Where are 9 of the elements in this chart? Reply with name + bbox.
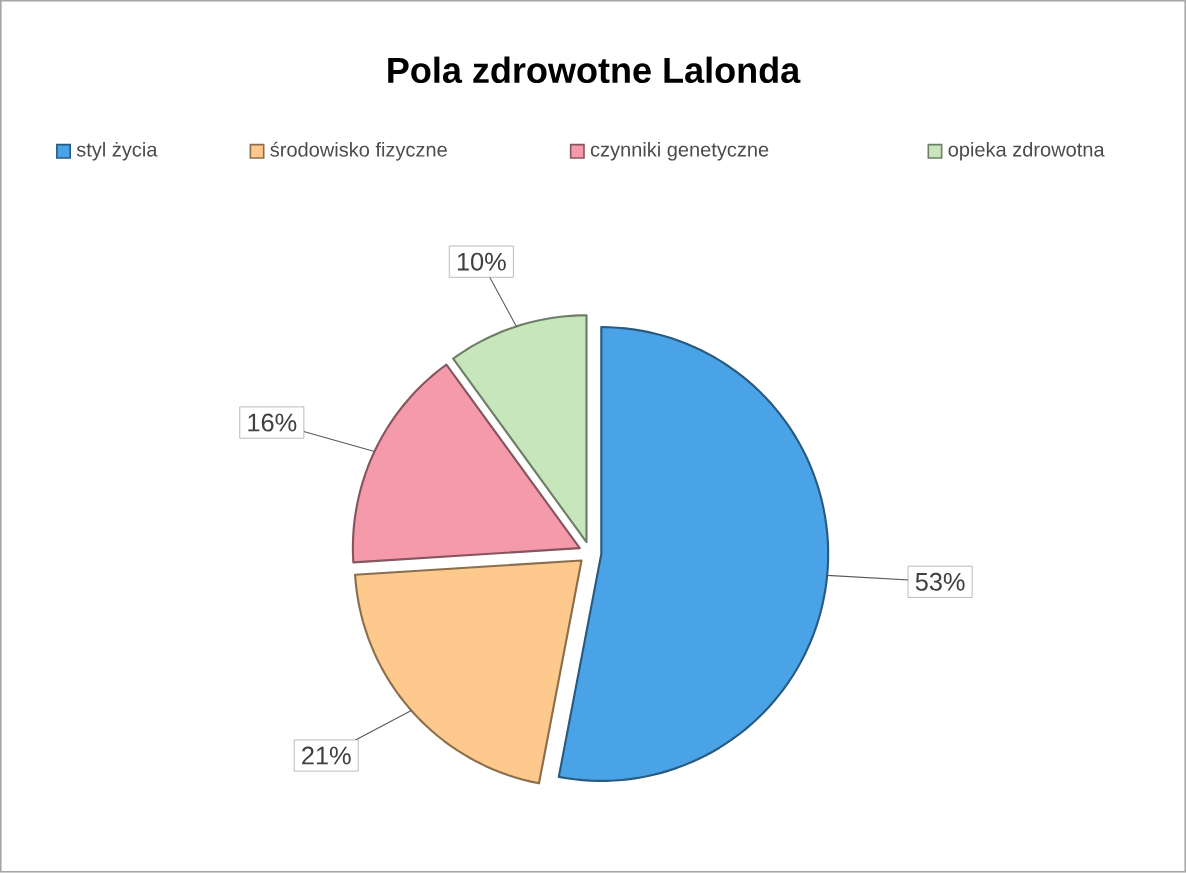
- data-label: 21%: [302, 746, 351, 765]
- chart-title: Pola zdrowotne Lalonda: [388, 56, 801, 84]
- data-label: 53%: [915, 572, 965, 591]
- data-label: 16%: [248, 413, 297, 432]
- legend-label: czynniki genetyczne: [590, 142, 769, 161]
- data-label: 10%: [457, 252, 506, 271]
- legend-label: styl życia: [76, 142, 158, 161]
- legend-label: opieka zdrowotna: [948, 142, 1105, 161]
- legend-label: środowisko fizyczne: [270, 141, 447, 161]
